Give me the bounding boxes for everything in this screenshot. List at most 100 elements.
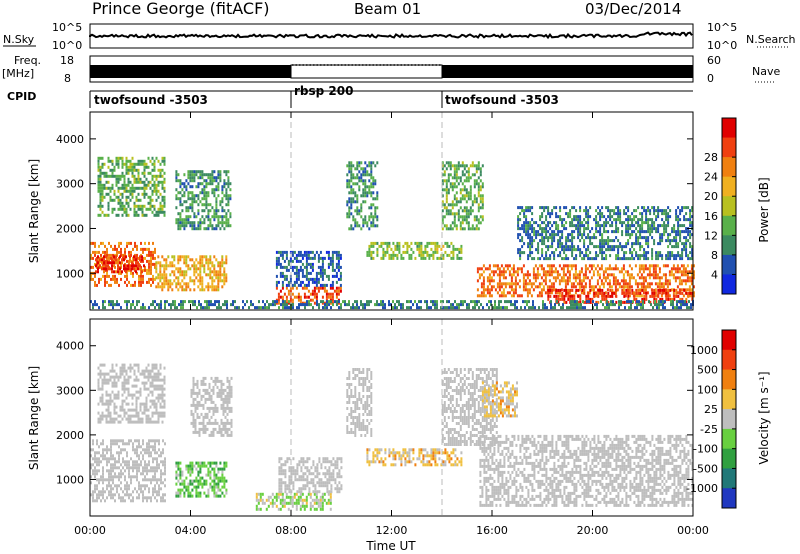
power-cell	[360, 167, 363, 171]
power-cell	[597, 224, 600, 228]
power-cell	[207, 282, 210, 286]
power-cell	[275, 256, 278, 260]
power-cell	[473, 200, 476, 204]
power-cell	[201, 197, 204, 201]
power-cell	[159, 180, 162, 184]
velocity-cell	[96, 457, 98, 461]
power-cell	[641, 224, 644, 228]
power-cell	[203, 191, 206, 195]
power-cell	[690, 282, 693, 286]
power-cell	[181, 288, 184, 292]
power-cell	[315, 295, 318, 299]
power-cell	[115, 183, 118, 187]
power-cell	[657, 212, 660, 216]
velocity-cell	[101, 378, 104, 382]
power-cell	[574, 306, 576, 310]
power-cell	[538, 294, 541, 298]
power-cell	[651, 251, 654, 255]
power-cell	[165, 282, 168, 286]
power-cell	[642, 291, 645, 295]
power-cell	[609, 245, 612, 249]
power-cell	[642, 306, 644, 310]
power-cell	[177, 288, 180, 292]
power-cell	[103, 183, 106, 187]
velocity-cell	[136, 448, 138, 452]
power-cell	[179, 221, 182, 225]
power-cell	[219, 215, 222, 219]
power-cell	[262, 306, 264, 310]
power-cell	[175, 173, 178, 177]
power-cell	[592, 285, 595, 289]
power-cell	[139, 204, 142, 208]
power-cell	[217, 285, 220, 289]
power-cell	[561, 248, 564, 252]
power-cell	[189, 258, 192, 262]
power-cell	[175, 197, 178, 201]
power-cell	[441, 167, 444, 171]
power-cell	[187, 209, 190, 213]
power-cell	[97, 183, 100, 187]
power-cell	[155, 261, 158, 265]
power-cell	[522, 273, 525, 277]
velocity-cell	[123, 411, 126, 415]
power-cell	[317, 253, 320, 257]
velocity-cell	[113, 402, 116, 406]
power-cell	[380, 300, 382, 304]
power-cell	[362, 306, 364, 310]
power-cell	[601, 248, 604, 252]
power-cell	[579, 233, 582, 237]
power-cell	[195, 227, 198, 231]
velocity-cell	[117, 390, 120, 394]
power-cell	[652, 276, 655, 280]
power-cell	[337, 289, 340, 293]
power-cell	[155, 270, 158, 274]
power-cell	[322, 300, 324, 304]
power-cell	[571, 206, 574, 210]
power-cell	[217, 282, 220, 286]
power-cell	[642, 276, 645, 280]
power-cell	[595, 291, 598, 295]
velocity-cell	[120, 448, 122, 452]
power-cell	[636, 306, 638, 310]
power-cell	[617, 245, 620, 249]
power-cell	[336, 303, 338, 307]
power-cell	[524, 279, 527, 283]
velocity-cell	[146, 484, 148, 488]
power-cell	[121, 183, 124, 187]
power-cell	[175, 176, 178, 180]
power-cell	[189, 224, 192, 228]
velocity-cell	[125, 396, 128, 400]
power-cell	[105, 213, 108, 217]
power-cell	[651, 291, 654, 295]
power-cell	[161, 180, 164, 184]
power-cell	[94, 274, 96, 278]
velocity-cell	[124, 463, 126, 467]
power-cell	[153, 159, 156, 163]
velocity-cell	[114, 457, 116, 461]
power-cell	[484, 294, 487, 298]
power-cell	[152, 250, 154, 254]
power-cell	[512, 291, 515, 295]
power-cell	[209, 224, 212, 228]
power-cell	[597, 291, 600, 295]
cpid-strip: CPID twofsound -3503 rbsp 200 twofsound …	[7, 84, 693, 108]
power-cell	[131, 267, 133, 271]
power-cell	[199, 273, 202, 277]
power-cell	[135, 261, 137, 265]
power-cell	[455, 173, 458, 177]
power-cell	[690, 276, 693, 280]
power-cell	[599, 215, 602, 219]
power-cell	[611, 224, 614, 228]
power-cell	[138, 277, 140, 281]
power-cell	[97, 162, 100, 166]
power-cell	[644, 276, 647, 280]
power-cell	[585, 212, 588, 216]
power-cell	[621, 233, 624, 237]
power-cell	[125, 162, 128, 166]
power-cell	[615, 224, 618, 228]
power-cell	[565, 248, 568, 252]
power-cell	[303, 274, 306, 278]
power-cell	[354, 300, 356, 304]
power-cell	[622, 276, 625, 280]
power-cell	[402, 250, 405, 254]
